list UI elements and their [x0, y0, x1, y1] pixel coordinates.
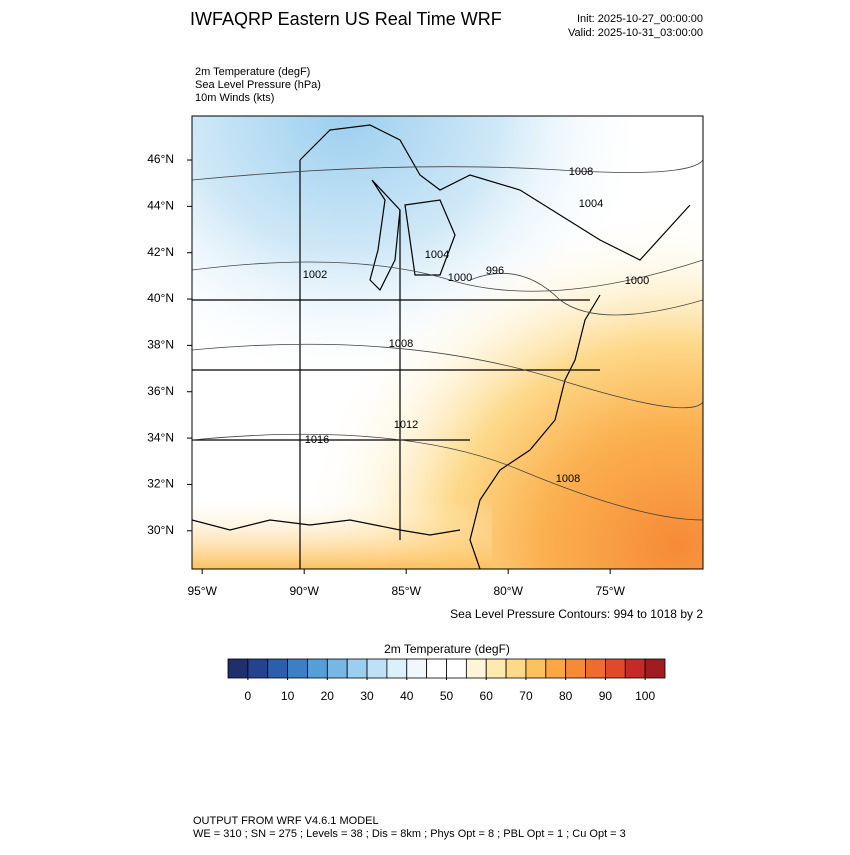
contour-label: 1002 [303, 269, 327, 281]
colorbar-box [525, 658, 547, 679]
colorbar-tick-label: 50 [440, 689, 454, 703]
x-tick-label: 80°W [493, 584, 523, 598]
contour-label: 1008 [389, 338, 413, 350]
caption: Sea Level Pressure Contours: 994 to 1018… [450, 607, 703, 621]
colorbar-box [247, 658, 269, 679]
colorbar-tick-label: 30 [360, 689, 374, 703]
y-tick-label: 36°N [147, 384, 174, 398]
y-tick-label: 34°N [147, 430, 174, 444]
colorbar-box [446, 658, 467, 679]
map-field [192, 116, 703, 569]
contour-label: 1004 [425, 249, 449, 261]
colorbar-box [326, 658, 348, 679]
colorbar-box [605, 658, 626, 679]
colorbar-tick-label: 60 [480, 689, 494, 703]
colorbar-box [585, 658, 606, 679]
title: IWFAQRP Eastern US Real Time WRF [190, 9, 502, 29]
colorbar-box [644, 658, 666, 679]
boundaries [192, 124, 691, 569]
colorbar-title: 2m Temperature (degF) [384, 642, 510, 656]
contour-label: 996 [486, 265, 504, 277]
colorbar-box [624, 658, 646, 679]
gulf-region [192, 500, 492, 569]
colorbar-box [565, 658, 586, 679]
contour-label: 1004 [579, 198, 603, 210]
contour-label: 1000 [448, 272, 472, 284]
y-tick-label: 42°N [147, 245, 174, 259]
field-label: 2m Temperature (degF) [195, 66, 310, 78]
contour-label: 1008 [569, 166, 593, 178]
colorbar-tick-label: 40 [400, 689, 414, 703]
colorbar-tick-label: 20 [321, 689, 335, 703]
colorbar-box [366, 658, 388, 679]
pressure-contours [192, 150, 703, 521]
y-tick-label: 44°N [147, 199, 174, 213]
colorbar-box [307, 658, 328, 679]
colorbar-box [426, 658, 447, 679]
contour-labels: 1008 1004 1004 1000 996 1002 1000 1008 1… [303, 166, 649, 485]
map-frame [191, 115, 704, 570]
valid-time: Valid: 2025-10-31_03:00:00 [568, 27, 703, 39]
colorbar-box [227, 658, 249, 679]
init-time: Init: 2025-10-27_00:00:00 [577, 13, 703, 25]
colorbar-box [386, 658, 408, 679]
colorbar-box [485, 658, 507, 679]
y-tick-label: 38°N [147, 338, 174, 352]
footer: OUTPUT FROM WRF V4.6.1 MODEL [193, 815, 379, 827]
footer: WE = 310 ; SN = 275 ; Levels = 38 ; Dis … [193, 828, 626, 840]
y-tick-label: 30°N [147, 523, 174, 537]
colorbar-box [545, 658, 567, 679]
colorbar-tick-label: 90 [599, 689, 613, 703]
colorbar-box [465, 658, 487, 679]
field-label: 10m Winds (kts) [195, 92, 274, 104]
y-tick-label: 40°N [147, 291, 174, 305]
colorbar-tick-label: 0 [245, 689, 252, 703]
y-tick-label: 32°N [147, 477, 174, 491]
x-tick-label: 85°W [391, 584, 421, 598]
colorbar-tick-label: 70 [519, 689, 533, 703]
colorbar-box [505, 658, 527, 679]
contour-label: 1000 [625, 275, 649, 287]
x-tick-label: 95°W [187, 584, 217, 598]
colorbar-box [287, 658, 308, 679]
colorbar-box [267, 658, 288, 679]
contour-label: 1016 [305, 434, 329, 446]
colorbar-box [406, 658, 428, 679]
contour-label: 1008 [556, 473, 580, 485]
colorbar-tick-label: 10 [281, 689, 295, 703]
colorbar-tick-label: 80 [559, 689, 573, 703]
x-tick-label: 90°W [289, 584, 319, 598]
colorbar-tick-label: 100 [635, 689, 655, 703]
warm-region [192, 116, 703, 569]
contour-label: 1012 [394, 419, 418, 431]
field-label: Sea Level Pressure (hPa) [195, 79, 321, 91]
y-tick-label: 46°N [147, 152, 174, 166]
x-tick-label: 75°W [595, 584, 625, 598]
colorbar-box [346, 658, 368, 679]
